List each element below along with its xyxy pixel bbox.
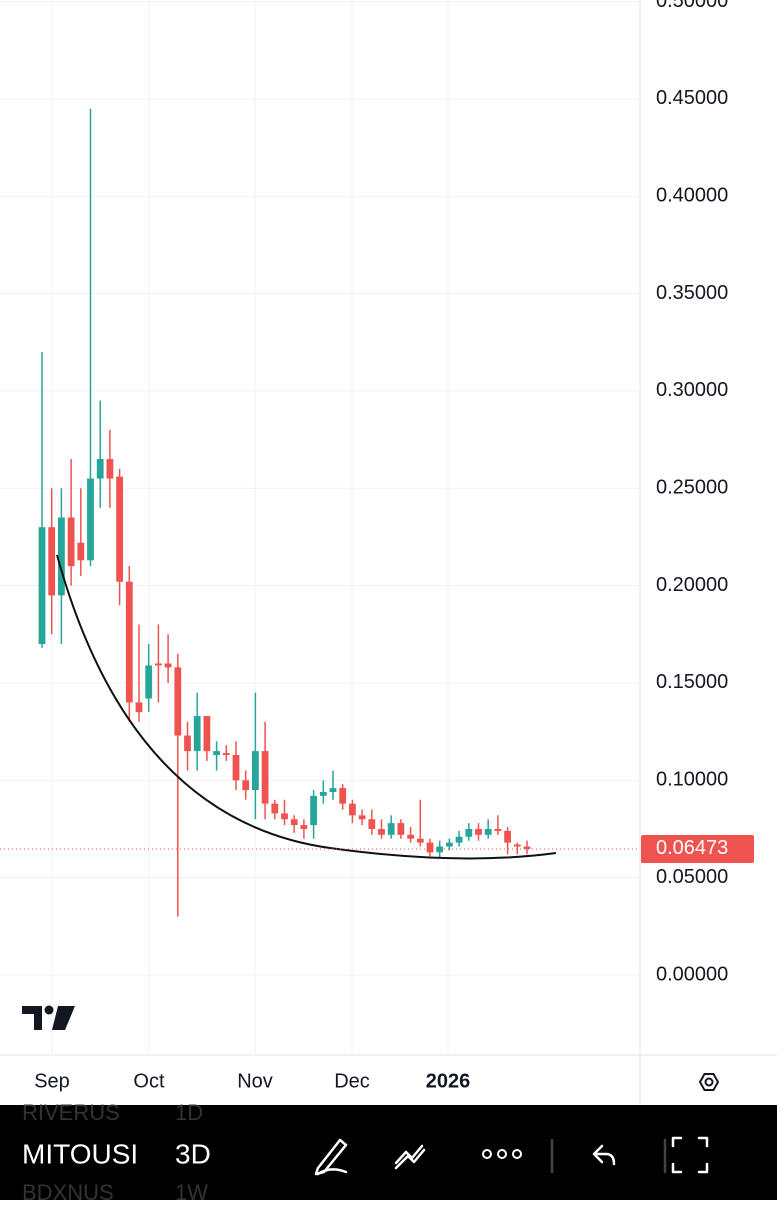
candle-body — [125, 581, 133, 703]
y-tick-label: 0.15000 — [656, 671, 728, 693]
y-tick-label: 0.35000 — [656, 282, 728, 304]
candle-body — [329, 788, 337, 792]
chart-bg — [0, 0, 777, 1105]
last-price-label: 0.06473 — [656, 837, 728, 859]
candles — [38, 108, 531, 917]
candle-body — [387, 823, 395, 835]
y-tick-label: 0.20000 — [656, 574, 728, 596]
candle-body — [77, 542, 85, 561]
candle-body — [261, 751, 269, 804]
candle-body — [455, 836, 463, 843]
candle-body — [416, 838, 424, 843]
interval[interactable]: 3D — [175, 1138, 211, 1169]
interval-ghost[interactable]: 1W — [175, 1180, 208, 1205]
candle-body — [281, 813, 288, 820]
x-tick-label: Oct — [133, 1070, 165, 1092]
candle-body — [184, 735, 191, 752]
candle-body — [523, 846, 531, 849]
candle-body — [319, 791, 327, 796]
candle-body — [426, 842, 434, 853]
symbol-ghost[interactable]: RIVERUS — [22, 1100, 120, 1125]
candle-body — [358, 815, 366, 820]
toolbar — [0, 1105, 777, 1200]
candle-body — [67, 517, 75, 567]
last-price-tag — [641, 834, 754, 863]
candle-body — [378, 828, 385, 835]
candle-body — [504, 830, 511, 843]
symbol[interactable]: MITOUSI — [22, 1138, 138, 1169]
candle-body — [106, 459, 114, 479]
candle-body — [407, 834, 414, 839]
y-tick-label: 0.25000 — [656, 477, 728, 499]
y-tick-label: 0.30000 — [656, 379, 728, 401]
candle-body — [87, 478, 94, 561]
candle-body — [349, 803, 356, 816]
candle-body — [310, 795, 317, 826]
candle-body — [145, 665, 153, 699]
candle-body — [213, 751, 220, 755]
toolbar-divider — [550, 1138, 667, 1174]
candle-body — [252, 751, 259, 791]
candle-body — [494, 828, 502, 831]
candle-body — [465, 828, 473, 837]
candle-body — [135, 702, 143, 713]
drawn-curve — [56, 554, 557, 860]
candle-body — [58, 517, 65, 596]
y-tick-label: 0.50000 — [656, 0, 728, 12]
candle-body — [38, 527, 46, 645]
candle-body — [116, 476, 123, 582]
candle-body — [446, 842, 453, 847]
y-tick-label: 0.05000 — [656, 866, 728, 888]
candle-body — [164, 663, 172, 668]
candle-body — [271, 803, 279, 814]
candle-body — [222, 753, 230, 755]
pen-tool[interactable] — [314, 1138, 348, 1176]
more-button[interactable] — [482, 1149, 522, 1159]
candle-body — [96, 459, 104, 479]
y-tick-label: 0.40000 — [656, 185, 728, 207]
x-tick-label: Sep — [34, 1070, 70, 1092]
candle-body — [397, 823, 405, 835]
candle-body — [203, 716, 211, 752]
candle-body — [513, 844, 521, 847]
x-tick-label: 2026 — [426, 1070, 471, 1092]
undo-button[interactable] — [592, 1144, 616, 1166]
x-tick-label: Dec — [334, 1070, 370, 1092]
candle-body — [232, 754, 240, 781]
candle-body — [48, 527, 56, 596]
lines-tool[interactable] — [394, 1144, 426, 1170]
candle-body — [484, 828, 492, 835]
tradingview-logo — [22, 1005, 75, 1030]
candle-body — [242, 780, 250, 791]
candle-body — [300, 825, 308, 829]
candle-body — [368, 819, 376, 829]
y-tick-label: 0.10000 — [656, 769, 728, 791]
candle-body — [155, 663, 162, 666]
candle-body — [475, 828, 482, 835]
y-tick-label: 0.45000 — [656, 87, 728, 109]
fullscreen-button[interactable] — [671, 1136, 709, 1174]
settings-icon[interactable] — [698, 1073, 720, 1091]
candle-body — [193, 716, 201, 752]
candle-body — [436, 846, 444, 853]
candle-body — [290, 819, 298, 826]
candle-body — [174, 667, 182, 736]
interval-ghost[interactable]: 1D — [175, 1100, 203, 1125]
x-tick-label: Nov — [237, 1070, 273, 1092]
y-tick-label: 0.00000 — [656, 963, 728, 985]
symbol-ghost[interactable]: BDXNUS — [22, 1180, 114, 1205]
candle-body — [339, 788, 347, 804]
